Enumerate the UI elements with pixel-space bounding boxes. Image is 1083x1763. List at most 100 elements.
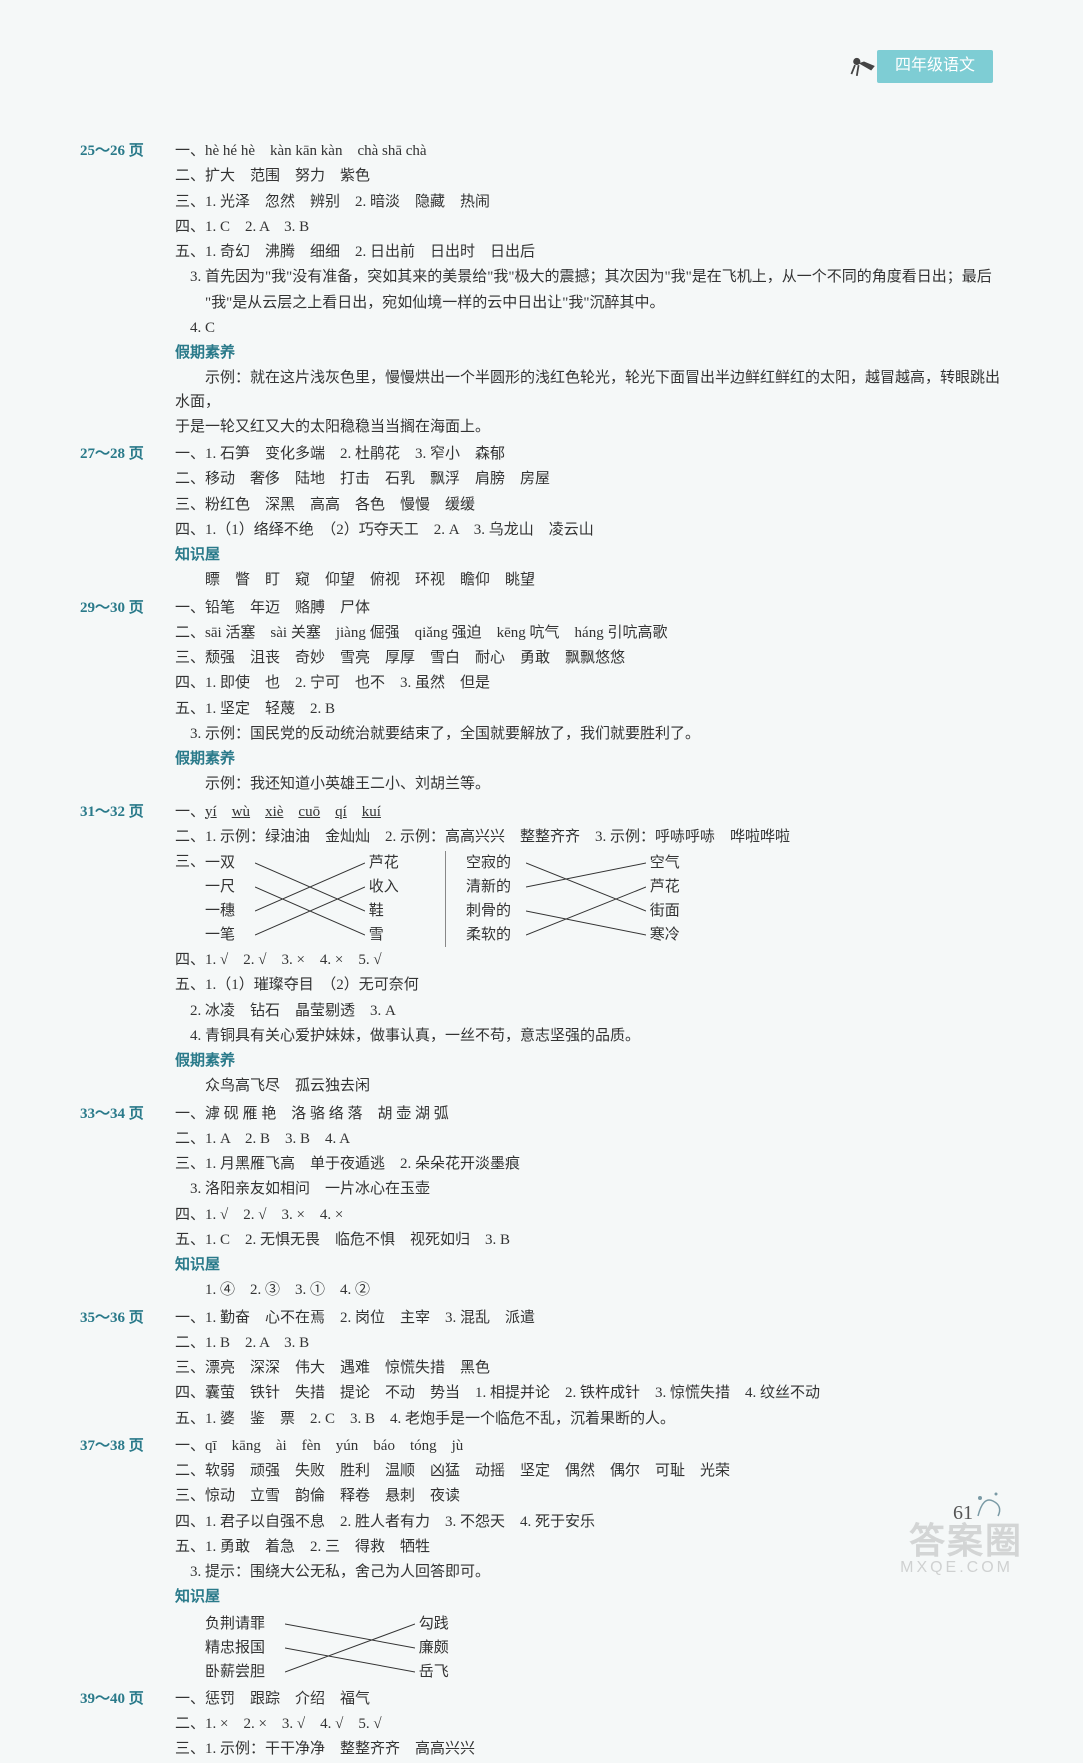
match-mid: 鞋	[369, 899, 419, 923]
answer-line: 五、1.（1）璀璨夺目 （2）无可奈何	[175, 974, 1013, 997]
matching-exercise: 三、 一双 一尺 一穗 一笔 芦花	[175, 851, 1013, 947]
pinyin-text: kuí	[362, 804, 381, 820]
sub-label: 假期素养	[175, 1050, 1013, 1073]
answer-line: 1. ④ 2. ③ 3. ① 4. ②	[175, 1279, 1013, 1302]
answer-line: 3. 洛阳亲友如相问 一片冰心在玉壶	[175, 1178, 1013, 1201]
match-right: 勾践	[419, 1612, 459, 1636]
answer-line: 3. 首先因为"我"没有准备，突如其来的美景给"我"极大的震撼；其次因为"我"是…	[175, 266, 1013, 289]
section-body: 一、1. 石笋 变化多端 2. 杜鹃花 3. 窄小 森郁 二、移动 奢侈 陆地 …	[175, 443, 1013, 595]
pinyin-text: wù	[232, 804, 250, 820]
match-left: 一尺	[205, 875, 255, 899]
section-27-28: 27～28 页 一、1. 石笋 变化多端 2. 杜鹃花 3. 窄小 森郁 二、移…	[80, 443, 1013, 595]
match-left: 空寂的	[466, 851, 526, 875]
answer-line: 四、1. 君子以自强不息 2. 胜人者有力 3. 不怨天 4. 死于安乐	[175, 1511, 1013, 1534]
answer-line: 一、qī kāng ài fèn yún báo tóng jù	[175, 1435, 1013, 1458]
section-body: 一、qī kāng ài fèn yún báo tóng jù 二、软弱 顽强…	[175, 1435, 1013, 1686]
answer-line: 一、滹 砚 雁 艳 洛 骆 络 落 胡 壶 湖 弧	[175, 1103, 1013, 1126]
answer-line: 4. C	[175, 317, 1013, 340]
match-right: 寒冷	[650, 923, 700, 947]
match-mid: 雪	[369, 923, 419, 947]
answer-content: 25～26 页 一、hè hé hè kàn kān kàn chà shā c…	[80, 140, 1013, 1763]
answer-line: 二、sāi 活塞 sài 关塞 jiàng 倔强 qiǎng 强迫 kēng 吭…	[175, 622, 1013, 645]
answer-line: 三、1. 示例：干干净净 整整齐齐 高高兴兴	[175, 1738, 1013, 1761]
answer-line: 四、1. √ 2. √ 3. × 4. ×	[175, 1204, 1013, 1227]
match-group-1: 一双 一尺 一穗 一笔 芦花 收入 鞋	[205, 851, 425, 947]
answer-line: 二、软弱 顽强 失败 胜利 温顺 凶猛 动摇 坚定 偶然 偶尔 可耻 光荣	[175, 1460, 1013, 1483]
answer-line: "我"是从云层之上看日出，宛如仙境一样的云中日出让"我"沉醉其中。	[175, 292, 1013, 315]
answer-line: 瞟 瞥 盯 窥 仰望 俯视 环视 瞻仰 眺望	[175, 569, 1013, 592]
pinyin-text: qí	[335, 804, 347, 820]
answer-line: 四、囊萤 铁针 失措 提论 不动 势当 1. 相提并论 2. 铁杵成针 3. 惊…	[175, 1382, 1013, 1405]
match-right: 街面	[650, 899, 700, 923]
section-29-30: 29～30 页 一、铅笔 年迈 赂膊 尸体 二、sāi 活塞 sài 关塞 ji…	[80, 597, 1013, 799]
page-range: 29～30 页	[80, 597, 175, 620]
answer-line: 众鸟高飞尽 孤云独去闲	[175, 1075, 1013, 1098]
match-left: 清新的	[466, 875, 526, 899]
match-mid: 收入	[369, 875, 419, 899]
match-left: 负荆请罪	[205, 1612, 285, 1636]
answer-line: 四、1. C 2. A 3. B	[175, 216, 1013, 239]
answer-line: 三、1. 光泽 忽然 辨别 2. 暗淡 隐藏 热闹	[175, 191, 1013, 214]
watermark-url: MXQE.COM	[900, 1556, 1013, 1581]
answer-line: 示例：我还知道小英雄王二小、刘胡兰等。	[175, 773, 1013, 796]
answer-line: 四、1. 即使 也 2. 宁可 也不 3. 虽然 但是	[175, 672, 1013, 695]
page-range: 35～36 页	[80, 1307, 175, 1330]
pinyin-text: cuō	[298, 804, 320, 820]
match-right: 岳飞	[419, 1660, 459, 1684]
matching-exercise-2: 负荆请罪 精忠报国 卧薪尝胆 勾践 廉颇 岳飞	[175, 1612, 1013, 1684]
answer-line: 五、1. 坚定 轻蔑 2. B	[175, 698, 1013, 721]
pinyin-text: yí	[205, 804, 217, 820]
page-range: 25～26 页	[80, 140, 175, 163]
page-range: 37～38 页	[80, 1435, 175, 1458]
match-right: 空气	[650, 851, 700, 875]
diver-icon	[846, 51, 882, 81]
section-25-26: 25～26 页 一、hè hé hè kàn kān kàn chà shā c…	[80, 140, 1013, 441]
match-left: 刺骨的	[466, 899, 526, 923]
match-lines	[255, 851, 365, 947]
section-39-40: 39～40 页 一、惩罚 跟踪 介绍 福气 二、1. × 2. × 3. √ 4…	[80, 1688, 1013, 1763]
match-lines	[526, 851, 646, 947]
answer-line: 二、移动 奢侈 陆地 打击 石乳 飘浮 肩膀 房屋	[175, 468, 1013, 491]
answer-line: 示例：就在这片浅灰色里，慢慢烘出一个半圆形的浅红色轮光，轮光下面冒出半边鲜红鲜红…	[175, 367, 1013, 414]
answer-line: 二、1. × 2. × 3. √ 4. √ 5. √	[175, 1713, 1013, 1736]
answer-line: 五、1. 奇幻 沸腾 细细 2. 日出前 日出时 日出后	[175, 241, 1013, 264]
sub-label: 知识屋	[175, 1254, 1013, 1277]
page-header: 四年级语文	[846, 50, 993, 83]
answer-line: 一、1. 勤奋 心不在焉 2. 岗位 主宰 3. 混乱 派遣	[175, 1307, 1013, 1330]
section-body: 一、惩罚 跟踪 介绍 福气 二、1. × 2. × 3. √ 4. √ 5. √…	[175, 1688, 1013, 1763]
grade-badge: 四年级语文	[877, 50, 993, 83]
section-31-32: 31～32 页 一、yí wù xiè cuō qí kuí 二、1. 示例：绿…	[80, 801, 1013, 1101]
answer-line: 一、hè hé hè kàn kān kàn chà shā chà	[175, 140, 1013, 163]
section-body: 一、铅笔 年迈 赂膊 尸体 二、sāi 活塞 sài 关塞 jiàng 倔强 q…	[175, 597, 1013, 799]
match-left: 卧薪尝胆	[205, 1660, 285, 1684]
answer-line: 三、颓强 沮丧 奇妙 雪亮 厚厚 雪白 耐心 勇敢 飘飘悠悠	[175, 647, 1013, 670]
answer-line: 三、1. 月黑雁飞高 单于夜遁逃 2. 朵朵花开淡墨痕	[175, 1153, 1013, 1176]
answer-line: 二、1. A 2. B 3. B 4. A	[175, 1128, 1013, 1151]
answer-line: 一、yí wù xiè cuō qí kuí	[175, 801, 1013, 824]
page-range: 39～40 页	[80, 1688, 175, 1711]
sub-label: 知识屋	[175, 544, 1013, 567]
answer-line: 一、1. 石笋 变化多端 2. 杜鹃花 3. 窄小 森郁	[175, 443, 1013, 466]
match-right: 芦花	[650, 875, 700, 899]
match-left: 柔软的	[466, 923, 526, 947]
answer-line: 四、1. √ 2. √ 3. × 4. × 5. √	[175, 949, 1013, 972]
section-35-36: 35～36 页 一、1. 勤奋 心不在焉 2. 岗位 主宰 3. 混乱 派遣 二…	[80, 1307, 1013, 1433]
answer-line: 五、1. C 2. 无惧无畏 临危不惧 视死如归 3. B	[175, 1229, 1013, 1252]
section-body: 一、1. 勤奋 心不在焉 2. 岗位 主宰 3. 混乱 派遣 二、1. B 2.…	[175, 1307, 1013, 1433]
page-range: 27～28 页	[80, 443, 175, 466]
sub-label: 知识屋	[175, 1586, 1013, 1609]
answer-line: 三、漂亮 深深 伟大 遇难 惊慌失措 黑色	[175, 1357, 1013, 1380]
answer-line: 3. 提示：围绕大公无私，舍己为人回答即可。	[175, 1561, 1013, 1584]
answer-line: 于是一轮又红又大的太阳稳稳当当搁在海面上。	[175, 416, 1013, 439]
match-left: 一穗	[205, 899, 255, 923]
section-body: 一、hè hé hè kàn kān kàn chà shā chà 二、扩大 …	[175, 140, 1013, 441]
sub-label: 假期素养	[175, 748, 1013, 771]
page-range: 31～32 页	[80, 801, 175, 824]
answer-line: 一、铅笔 年迈 赂膊 尸体	[175, 597, 1013, 620]
section-33-34: 33～34 页 一、滹 砚 雁 艳 洛 骆 络 落 胡 壶 湖 弧 二、1. A…	[80, 1103, 1013, 1305]
match-group-3: 负荆请罪 精忠报国 卧薪尝胆 勾践 廉颇 岳飞	[205, 1612, 465, 1684]
section-body: 一、滹 砚 雁 艳 洛 骆 络 落 胡 壶 湖 弧 二、1. A 2. B 3.…	[175, 1103, 1013, 1305]
answer-line: 一、惩罚 跟踪 介绍 福气	[175, 1688, 1013, 1711]
match-left: 精忠报国	[205, 1636, 285, 1660]
section-37-38: 37～38 页 一、qī kāng ài fèn yún báo tóng jù…	[80, 1435, 1013, 1686]
